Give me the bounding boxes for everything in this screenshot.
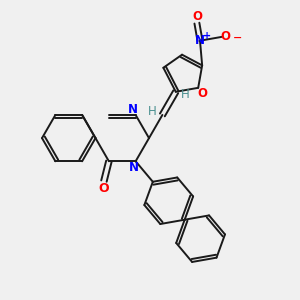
Text: −: − (232, 33, 242, 43)
Text: N: N (129, 161, 139, 174)
Text: O: O (197, 87, 207, 100)
Text: O: O (220, 30, 230, 44)
Text: O: O (192, 10, 202, 23)
Text: O: O (99, 182, 109, 194)
Text: H: H (181, 88, 190, 101)
Text: +: + (203, 31, 211, 41)
Text: H: H (148, 106, 157, 118)
Text: N: N (128, 103, 138, 116)
Text: N: N (195, 34, 205, 47)
